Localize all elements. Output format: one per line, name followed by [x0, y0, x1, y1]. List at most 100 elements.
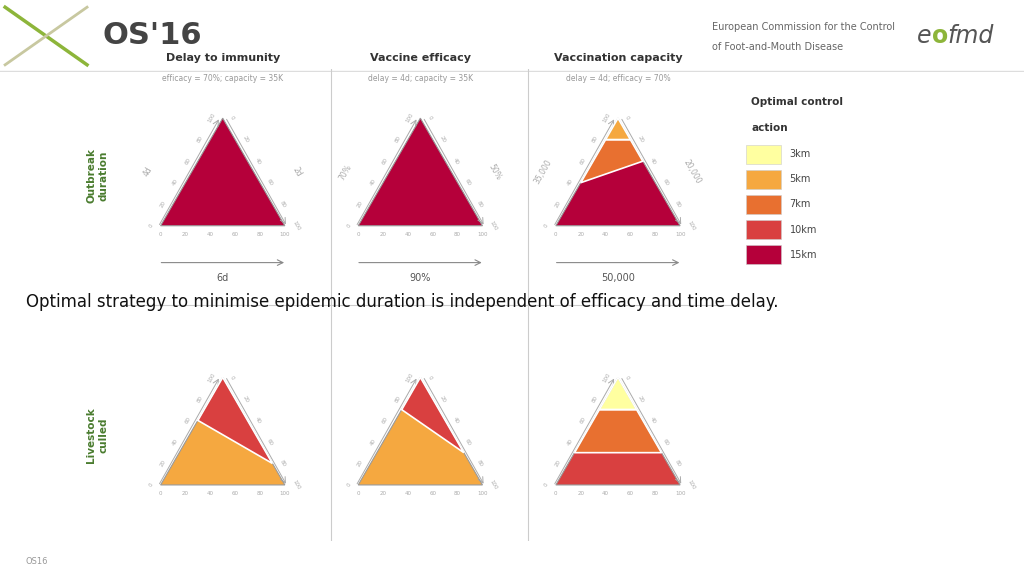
Text: 60: 60	[231, 232, 239, 237]
Text: Optimal strategy to minimise epidemic duration is independent of efficacy and ti: Optimal strategy to minimise epidemic du…	[26, 293, 778, 312]
Text: 20: 20	[578, 232, 585, 237]
Text: e: e	[916, 24, 931, 48]
Text: 100: 100	[280, 232, 290, 237]
Text: 0: 0	[346, 482, 352, 488]
Text: 0: 0	[625, 115, 631, 121]
Text: 100: 100	[291, 220, 301, 232]
Text: 70%: 70%	[338, 162, 354, 181]
Text: 50,000: 50,000	[601, 273, 635, 283]
Text: 60: 60	[266, 179, 274, 187]
Polygon shape	[574, 410, 662, 453]
Text: 100: 100	[404, 372, 414, 383]
Text: 60: 60	[382, 416, 389, 425]
Text: 0: 0	[427, 374, 433, 380]
Text: Vaccination capacity: Vaccination capacity	[554, 52, 682, 63]
Text: 60: 60	[382, 157, 389, 165]
Text: 6d: 6d	[217, 273, 228, 283]
Text: 0: 0	[159, 491, 163, 496]
Polygon shape	[358, 118, 482, 226]
Polygon shape	[556, 161, 680, 226]
Bar	[745, 145, 780, 164]
Text: 60: 60	[464, 438, 472, 446]
Text: 15km: 15km	[790, 249, 817, 260]
Text: 40: 40	[207, 232, 214, 237]
Text: 5km: 5km	[790, 175, 811, 184]
Text: delay = 4d; capacity = 35K: delay = 4d; capacity = 35K	[368, 74, 473, 83]
Text: 80: 80	[674, 459, 682, 468]
Text: delay = 4d; efficacy = 70%: delay = 4d; efficacy = 70%	[565, 74, 671, 83]
Text: 60: 60	[580, 157, 587, 165]
Text: 60: 60	[184, 416, 191, 425]
Text: 20: 20	[182, 491, 189, 496]
Text: 7km: 7km	[790, 199, 811, 210]
Text: 2d: 2d	[291, 165, 303, 179]
Text: 20: 20	[439, 135, 446, 144]
Text: 40: 40	[369, 179, 377, 187]
Text: 20: 20	[182, 232, 189, 237]
Text: 20: 20	[380, 491, 387, 496]
Text: 60: 60	[231, 491, 239, 496]
Text: 40: 40	[369, 438, 377, 446]
Text: 100: 100	[675, 232, 685, 237]
Text: 80: 80	[674, 200, 682, 209]
Text: 80: 80	[592, 395, 599, 403]
Text: 20: 20	[159, 200, 167, 209]
Text: 40: 40	[452, 416, 459, 425]
Text: 80: 80	[279, 459, 287, 468]
Text: 50%: 50%	[486, 162, 503, 181]
Text: 3km: 3km	[790, 149, 811, 160]
Text: 80: 80	[476, 459, 484, 468]
Text: 100: 100	[602, 372, 611, 383]
Text: OS'16: OS'16	[102, 21, 202, 51]
Text: 20: 20	[380, 232, 387, 237]
Text: 40: 40	[254, 157, 261, 165]
Text: 20: 20	[554, 200, 562, 209]
Text: 40: 40	[452, 157, 459, 165]
Text: 0: 0	[356, 232, 360, 237]
Text: 20: 20	[637, 135, 644, 144]
Polygon shape	[161, 420, 285, 485]
Text: 60: 60	[464, 179, 472, 187]
Text: 100: 100	[686, 220, 696, 232]
Text: 0: 0	[554, 491, 558, 496]
Text: 0: 0	[625, 374, 631, 380]
Text: 40: 40	[404, 491, 412, 496]
Text: 40: 40	[602, 491, 609, 496]
Text: 100: 100	[488, 220, 499, 232]
Text: 0: 0	[229, 374, 236, 380]
Polygon shape	[161, 118, 285, 226]
Polygon shape	[556, 453, 680, 485]
Text: 60: 60	[580, 416, 587, 425]
Text: 100: 100	[291, 479, 301, 491]
Text: 80: 80	[592, 135, 599, 144]
Text: 20,000: 20,000	[682, 158, 703, 185]
Text: 40: 40	[171, 179, 179, 187]
Text: 40: 40	[404, 232, 412, 237]
Text: 0: 0	[148, 223, 155, 229]
Text: 80: 80	[197, 395, 204, 403]
Text: fmd: fmd	[947, 24, 993, 48]
Text: 100: 100	[207, 372, 216, 383]
Text: 80: 80	[394, 135, 401, 144]
Text: of Foot-and-Mouth Disease: of Foot-and-Mouth Disease	[712, 42, 843, 52]
Text: Delay to immunity: Delay to immunity	[166, 52, 280, 63]
Text: o: o	[932, 24, 948, 48]
Text: 100: 100	[488, 479, 499, 491]
Text: 0: 0	[346, 223, 352, 229]
Text: 0: 0	[544, 482, 550, 488]
Text: 80: 80	[454, 491, 461, 496]
Text: 60: 60	[662, 179, 670, 187]
Text: 0: 0	[229, 115, 236, 121]
Text: 20: 20	[439, 395, 446, 403]
Text: 20: 20	[356, 459, 365, 468]
Text: 0: 0	[148, 482, 155, 488]
Text: 40: 40	[566, 179, 574, 187]
Text: 40: 40	[602, 232, 609, 237]
Text: efficacy = 70%; capacity = 35K: efficacy = 70%; capacity = 35K	[162, 74, 284, 83]
Text: Outbreak
duration: Outbreak duration	[86, 148, 109, 203]
Polygon shape	[401, 377, 464, 453]
Bar	[745, 195, 780, 214]
Text: European Commission for the Control: European Commission for the Control	[712, 22, 895, 32]
Text: 100: 100	[477, 232, 487, 237]
Text: action: action	[752, 123, 787, 133]
